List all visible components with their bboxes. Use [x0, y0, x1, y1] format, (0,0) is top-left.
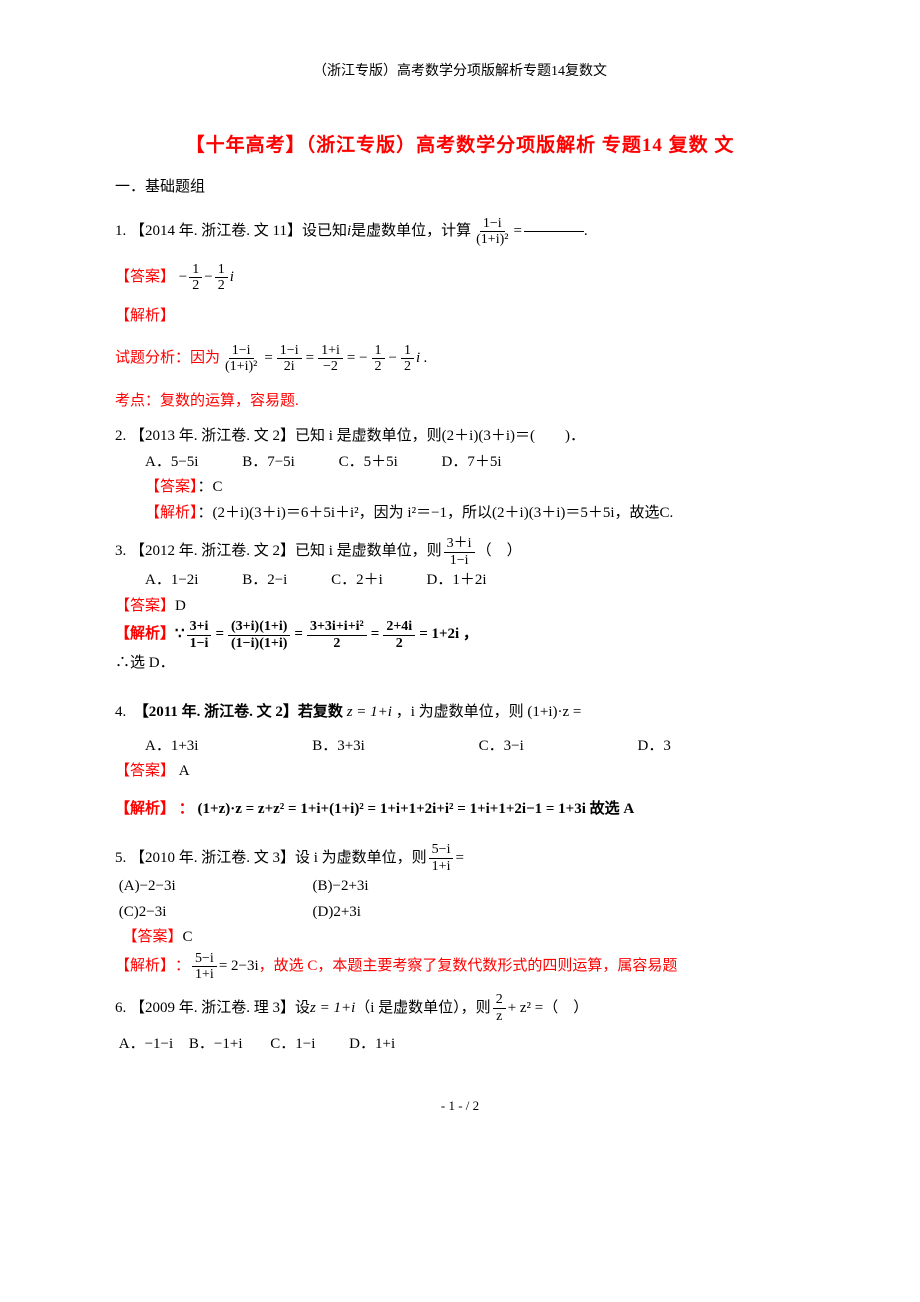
result: = 2−3i [219, 954, 259, 980]
colon: ： [175, 954, 190, 980]
prob-num: 4. [115, 704, 126, 720]
answer-label: 【答案】 [115, 598, 175, 614]
answer-text: ：C [198, 479, 223, 495]
fraction: 1−i (1+i)² [473, 216, 511, 248]
expr2: + z² = [508, 996, 544, 1022]
prob-stem: 【2013 年. 浙江卷. 文 2】已知 i 是虚数单位，则(2＋i)(3＋i)… [130, 428, 585, 444]
analysis-label: 【解析】 [115, 801, 175, 817]
select-a: 故选 A [590, 801, 635, 817]
answer-label: 【答案】 [145, 479, 198, 495]
fraction: 2 z [493, 992, 506, 1024]
prob-stem-prefix: 【2009 年. 浙江卷. 理 3】设 [130, 996, 310, 1022]
page-footer: - 1 - / 2 [115, 1098, 805, 1114]
doc-title: 【十年高考】（浙江专版）高考数学分项版解析 专题14 复数 文 [115, 130, 805, 157]
z-expr: z = 1+i [347, 704, 392, 720]
problem-6: 6. 【2009 年. 浙江卷. 理 3】设 z = 1+i （i 是虚数单位）… [115, 992, 805, 1057]
options: A．5−5i B．7−5i C．5＋5i D．7＋5i [115, 450, 805, 476]
prob-num: 2. [115, 428, 126, 444]
stem-suffix: （ ） [543, 996, 588, 1022]
fraction: 5−i 1+i [192, 951, 217, 983]
analysis-text: ：(2＋i)(3＋i)＝6＋5i＋i²，因为 i²＝−1，所以(2＋i)(3＋i… [198, 505, 674, 521]
prob-num: 5. [115, 846, 126, 872]
prob-stem-prefix: 【2012 年. 浙江卷. 文 2】已知 i 是虚数单位，则 [130, 539, 442, 565]
kaodian: 考点：复数的运算，容易题. [115, 389, 805, 415]
answer-text: D [175, 598, 186, 614]
answer-value: − 12 − 12 i [179, 262, 234, 294]
answer-label: 【答案】 [115, 763, 175, 779]
fraction: 3＋i 1−i [444, 536, 475, 568]
problem-4: 4. 【2011 年. 浙江卷. 文 2】若复数 z = 1+i ，i 为虚数单… [115, 700, 805, 822]
stem-suffix: （ ） [477, 539, 522, 565]
select-c-note: ，故选 C，本题主要考察了复数代数形式的四则运算，属容易题 [259, 954, 678, 980]
equals: = [513, 219, 521, 245]
options: A．1−2i B．2−i C．2＋i D．1＋2i [115, 568, 805, 594]
therefore: ∴选 D． [115, 651, 805, 677]
answer-label: 【答案】 [123, 929, 183, 945]
prob-stem-mid: 是虚数单位，计算 [351, 219, 471, 245]
answer-label: 【答案】 [115, 265, 175, 291]
section-heading: 一．基础题组 [115, 175, 805, 196]
problem-5: 5. 【2010 年. 浙江卷. 文 3】设 i 为虚数单位，则 5−i 1+i… [115, 842, 805, 982]
analysis-label: 【解析】 [145, 505, 198, 521]
prob-stem-mid: （i 是虚数单位），则 [355, 996, 490, 1022]
doc-header: （浙江专版）高考数学分项版解析专题14复数文 [115, 60, 805, 80]
problem-2: 2. 【2013 年. 浙江卷. 文 2】已知 i 是虚数单位，则(2＋i)(3… [115, 424, 805, 526]
analysis-label: 【解析】 [115, 304, 805, 330]
expr2: (1+i)·z = [527, 704, 581, 720]
fraction: 5−i 1+i [429, 842, 454, 874]
analysis-expr: ∵ 3+i1−i = (3+i)(1+i)(1−i)(1+i) = 3+3i+i… [175, 619, 480, 651]
prob-stem-mid: ，i 为虚数单位，则 [396, 704, 528, 720]
problem-1: 1. 【2014 年. 浙江卷. 文 11】设已知 i 是虚数单位，计算 1−i… [115, 216, 805, 414]
prob-stem-prefix: 【2014 年. 浙江卷. 文 11】设已知 [130, 219, 347, 245]
prob-num: 6. [115, 996, 126, 1022]
options: (A)−2−3i (B)−2+3i [115, 874, 805, 900]
stem-suffix: = [455, 846, 463, 872]
explanation-prefix: 试题分析：因为 [115, 346, 220, 372]
options: A．−1−i B．−1+i C．1−i D．1+i [115, 1032, 805, 1058]
prob-stem-prefix: 【2011 年. 浙江卷. 文 2】若复数 [134, 704, 347, 720]
prob-stem-prefix: 【2010 年. 浙江卷. 文 3】设 i 为虚数单位，则 [130, 846, 427, 872]
answer-text: A [175, 763, 190, 779]
prob-num: 3. [115, 539, 126, 565]
options: A．1+3i B．3+3i C．3−i D．3 [115, 734, 805, 760]
analysis-expr: 1−i(1+i)² = 1−i2i = 1+i−2 = − 12 − 12 i … [220, 343, 428, 375]
prob-num: 1. [115, 219, 126, 245]
analysis-label: 【解析】 [115, 622, 175, 648]
z-expr: z = 1+i [310, 996, 355, 1022]
answer-text: C [183, 929, 193, 945]
problem-3: 3. 【2012 年. 浙江卷. 文 2】已知 i 是虚数单位，则 3＋i 1−… [115, 536, 805, 676]
analysis-full: (1+z)·z = z+z² = 1+i+(1+i)² = 1+i+1+2i+i… [198, 801, 586, 817]
colon: ： [179, 801, 194, 817]
analysis-label: 【解析】 [115, 954, 175, 980]
options-2: (C)2−3i (D)2+3i [115, 900, 805, 926]
blank-line [524, 231, 584, 232]
